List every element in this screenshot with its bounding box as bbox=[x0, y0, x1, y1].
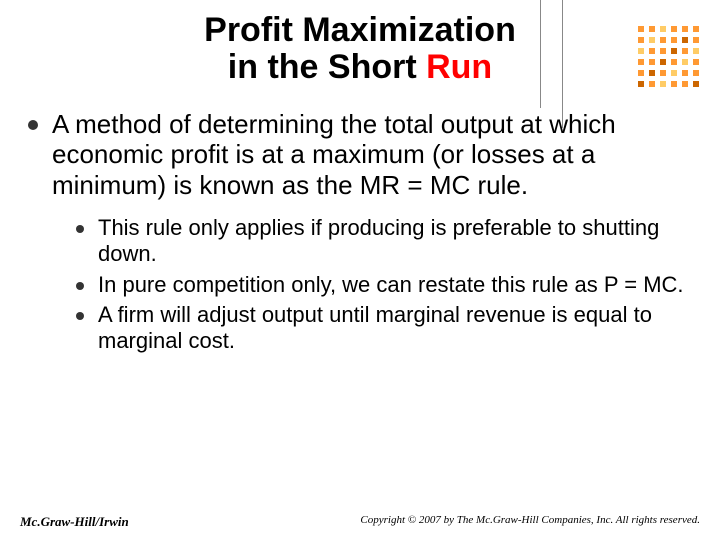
title-line1: Profit Maximization bbox=[204, 11, 516, 49]
sub-bullet: In pure competition only, we can restate… bbox=[76, 272, 692, 298]
bullet-icon bbox=[76, 225, 84, 233]
sub-bullet: A firm will adjust output until marginal… bbox=[76, 302, 692, 355]
bullet-icon bbox=[76, 312, 84, 320]
bullet-icon bbox=[28, 120, 38, 130]
sub-text: In pure competition only, we can restate… bbox=[98, 272, 684, 298]
slide-title: Profit Maximization in the Short Run bbox=[28, 12, 692, 87]
copyright-pre: Copyright bbox=[360, 514, 407, 526]
sub-text: A firm will adjust output until marginal… bbox=[98, 302, 692, 355]
sub-bullet: This rule only applies if producing is p… bbox=[76, 215, 692, 268]
slide: Profit Maximization in the Short Run A m… bbox=[0, 0, 720, 540]
sub-bullet-list: This rule only applies if producing is p… bbox=[76, 215, 692, 355]
main-bullet: A method of determining the total output… bbox=[28, 109, 692, 201]
sub-text: This rule only applies if producing is p… bbox=[98, 215, 692, 268]
footer: Mc.Graw-Hill/Irwin Copyright © 2007 by T… bbox=[0, 514, 720, 530]
footer-left: Mc.Graw-Hill/Irwin bbox=[20, 514, 129, 530]
bullet-icon bbox=[76, 282, 84, 290]
footer-right: Copyright © 2007 by The Mc.Graw-Hill Com… bbox=[360, 514, 700, 530]
copyright-symbol: © bbox=[408, 514, 416, 526]
copyright-post: 2007 by The Mc.Graw-Hill Companies, Inc.… bbox=[416, 514, 700, 526]
main-text: A method of determining the total output… bbox=[52, 109, 692, 201]
title-line2-black: in the Short bbox=[228, 48, 426, 86]
title-line2-red: Run bbox=[426, 48, 492, 86]
